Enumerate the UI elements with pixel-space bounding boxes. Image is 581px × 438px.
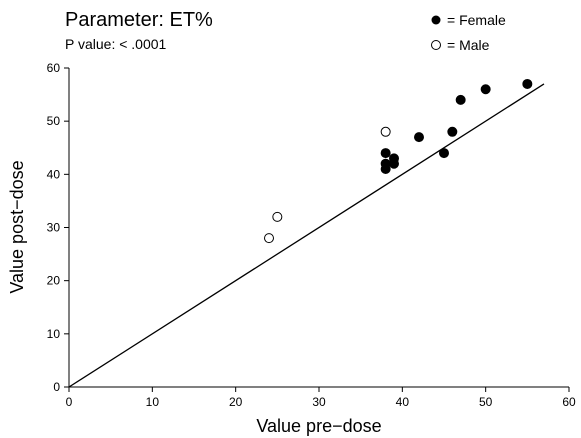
y-tick-label: 40 <box>47 167 61 181</box>
legend: = Female = Male <box>431 12 506 53</box>
y-tick-label: 20 <box>47 274 61 288</box>
y-tick-label: 50 <box>47 114 61 128</box>
female-point <box>522 78 533 89</box>
legend-female-marker <box>431 15 441 25</box>
y-axis-label: Value post−dose <box>7 160 27 293</box>
legend-male-label: = Male <box>447 37 490 53</box>
x-tick-label: 20 <box>229 395 243 409</box>
x-tick-label: 10 <box>146 395 160 409</box>
female-point <box>389 158 399 169</box>
y-tick-label: 10 <box>47 327 61 341</box>
y-tick-label: 60 <box>47 61 61 75</box>
x-tick-label: 40 <box>396 395 410 409</box>
reference-line <box>68 83 545 388</box>
female-point <box>480 84 491 95</box>
y-tick-label: 0 <box>53 380 60 394</box>
female-point <box>380 148 391 159</box>
female-point <box>380 164 391 175</box>
female-point <box>455 94 466 105</box>
male-point <box>380 126 391 137</box>
x-tick-label: 0 <box>66 395 73 409</box>
male-point <box>272 211 283 222</box>
female-point <box>414 132 424 143</box>
legend-female-label: = Female <box>447 12 506 28</box>
data-points <box>264 78 533 244</box>
axes: 0 10 20 30 40 50 60 0 10 20 30 40 50 60 <box>47 61 576 409</box>
female-point <box>439 148 449 159</box>
chart-subtitle: P value: < .0001 <box>65 36 167 52</box>
reference-line-group <box>68 83 545 388</box>
y-tick-label: 30 <box>47 221 61 235</box>
male-point <box>264 233 274 244</box>
x-axis-label: Value pre−dose <box>256 416 381 436</box>
x-tick-label: 50 <box>479 395 493 409</box>
chart-title: Parameter: ET% <box>65 9 213 31</box>
x-tick-label: 60 <box>562 395 576 409</box>
legend-male-marker <box>431 40 441 50</box>
x-tick-label: 30 <box>312 395 326 409</box>
female-point <box>447 126 458 137</box>
